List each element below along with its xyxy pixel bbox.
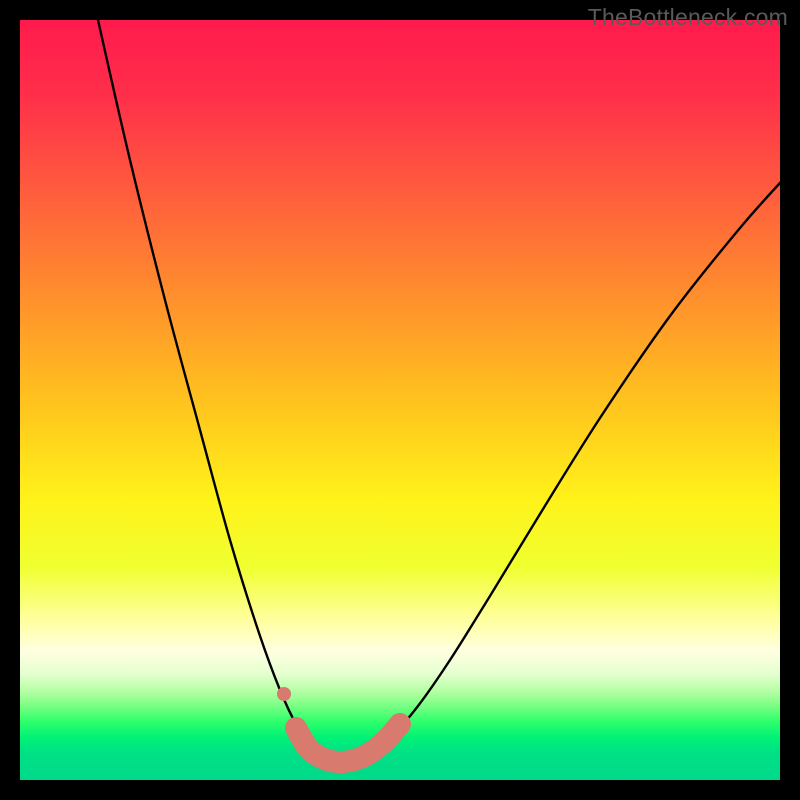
sweet-spot-dot — [277, 687, 291, 701]
watermark-text: TheBottleneck.com — [588, 4, 788, 31]
chart-stage: TheBottleneck.com — [0, 0, 800, 800]
bottleneck-chart-svg — [0, 0, 800, 800]
plot-background — [20, 20, 780, 780]
